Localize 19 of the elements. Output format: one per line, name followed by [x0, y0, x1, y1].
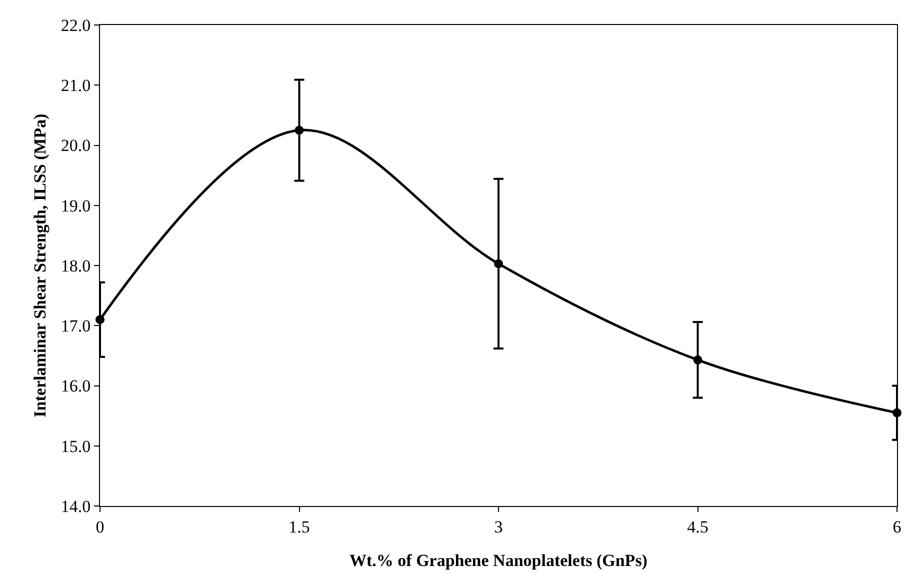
x-tick-label: 4.5 — [687, 517, 708, 536]
x-tick-label: 0 — [96, 517, 104, 536]
x-axis-title: Wt.% of Graphene Nanoplatelets (GnPs) — [350, 550, 648, 570]
point — [294, 126, 304, 135]
point — [494, 259, 503, 268]
point — [693, 355, 702, 364]
y-tick-label: 22.0 — [60, 16, 91, 35]
y-tick-label: 20.0 — [60, 136, 91, 156]
x-tick-label: 3 — [494, 517, 503, 536]
y-tick-label: 14.0 — [60, 496, 91, 516]
y-axis-title: Interlaminar Shear Strength, ILSS (MPa) — [30, 114, 50, 418]
y-tick-label: 17.0 — [60, 316, 91, 336]
x-tick-label: 1.5 — [288, 517, 310, 536]
y-tick-label: 19.0 — [60, 196, 91, 216]
y-tick-label: 21.0 — [60, 76, 91, 96]
y-tick-label: 18.0 — [60, 256, 91, 276]
y-tick-label: 16.0 — [60, 376, 91, 396]
x-tick-label: 6 — [892, 517, 902, 536]
y-tick-label: 15.0 — [60, 436, 91, 456]
